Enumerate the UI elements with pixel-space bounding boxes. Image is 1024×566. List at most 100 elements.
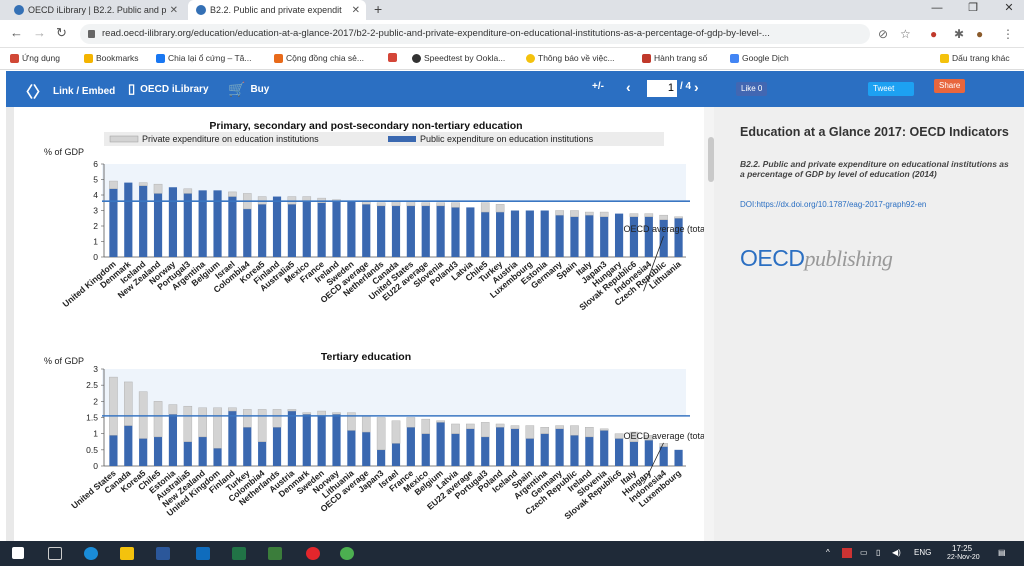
y-tick-label: 2 — [93, 221, 98, 231]
legend-swatch-public — [388, 136, 416, 142]
share-button[interactable]: Share — [934, 79, 966, 93]
next-page-icon[interactable]: › — [694, 79, 699, 95]
file-explorer-icon[interactable] — [120, 547, 134, 560]
bar-private — [406, 417, 416, 428]
link-embed-button[interactable]: 〈〉 Link / Embed — [18, 81, 115, 102]
tray-chevron-icon[interactable]: ^ — [826, 548, 830, 557]
extension-icon[interactable]: ● — [930, 27, 938, 41]
zoom-toggle[interactable]: +/- — [592, 81, 604, 92]
bar-public — [362, 432, 371, 466]
bookmark-item[interactable]: Bookmarks — [84, 53, 139, 63]
tray-app-icon[interactable] — [842, 548, 852, 558]
bar-public — [406, 427, 415, 466]
bookmark-item[interactable] — [388, 53, 397, 62]
bookmark-item[interactable]: Ứng dụng — [10, 53, 60, 63]
bookmark-item[interactable]: Cộng đồng chia sẻ... — [274, 53, 364, 63]
tray-volume-icon[interactable]: ◀) — [892, 548, 901, 557]
bookmark-label: Google Dịch — [742, 53, 789, 63]
mail-icon[interactable] — [196, 547, 210, 560]
input-language[interactable]: ENG — [914, 548, 932, 557]
bar-private — [198, 407, 207, 438]
edge-icon[interactable] — [84, 547, 98, 560]
browser-tab-oecd-ilibrary[interactable]: OECD iLibrary | B2.2. Public and p ✕ — [6, 0, 184, 20]
close-tab-icon[interactable]: ✕ — [351, 4, 360, 16]
clock-date[interactable]: 22-Nov-20 — [947, 554, 980, 561]
close-tab-icon[interactable]: ✕ — [169, 4, 178, 16]
minimize-button[interactable]: — — [931, 2, 943, 14]
chart-title: Tertiary education — [321, 351, 411, 363]
logo-main: OECD — [740, 245, 805, 271]
camera-off-icon[interactable]: ⊘ — [878, 27, 889, 41]
windows-taskbar: ^ ▭ ▯ ◀) ENG 17:25 22-Nov-20 ▤ — [0, 541, 1024, 566]
bar-public — [228, 411, 237, 466]
oecd-ilibrary-button[interactable]: ▯ OECD iLibrary — [128, 81, 209, 97]
bookmark-item[interactable]: Google Dịch — [730, 53, 789, 63]
new-tab-button[interactable]: + — [374, 1, 383, 17]
bookmark-item[interactable]: Hành trang số — [642, 53, 707, 63]
y-tick-label: 0.5 — [86, 445, 98, 455]
bar-public — [153, 436, 163, 466]
doi-link[interactable]: DOI:https://dx.doi.org/10.1787/eag-2017-… — [740, 200, 927, 209]
bar-public — [332, 201, 341, 257]
bar-private — [570, 210, 579, 217]
chart-pane: Primary, secondary and post-secondary no… — [14, 107, 724, 541]
bar-public — [659, 219, 668, 257]
url-input[interactable]: read.oecd-ilibrary.org/education/educati… — [80, 24, 870, 44]
bar-public — [168, 187, 178, 257]
store-icon[interactable] — [156, 547, 170, 560]
facebook-like-button[interactable]: Like 0 — [736, 82, 768, 96]
reload-icon[interactable]: ↻ — [56, 25, 67, 40]
bar-private — [109, 376, 118, 436]
windows-start-icon[interactable] — [12, 547, 24, 559]
legend-box — [104, 132, 664, 146]
prev-page-icon[interactable]: ‹ — [626, 79, 631, 95]
hanh-trang-icon — [642, 53, 651, 63]
bookmark-item[interactable]: Thông báo về việc... — [526, 53, 615, 63]
clock-time[interactable]: 17:25 — [952, 544, 973, 553]
scrollbar[interactable] — [704, 107, 714, 541]
bar-private — [659, 443, 668, 447]
menu-dots-icon[interactable]: ⋮ — [1002, 27, 1014, 41]
avatar[interactable]: ● — [976, 27, 984, 41]
y-tick-label: 1.5 — [86, 413, 98, 423]
opera-icon[interactable] — [306, 547, 320, 560]
back-arrow-icon[interactable]: ← — [10, 25, 23, 40]
bookmark-item[interactable]: Speedtest by Ookla... — [412, 53, 505, 63]
close-window-button[interactable]: ✕ — [1004, 2, 1014, 14]
bar-public — [347, 430, 356, 466]
bar-public — [510, 428, 520, 466]
chrome-icon[interactable] — [340, 547, 354, 560]
page-input[interactable]: 1 — [647, 80, 677, 97]
bookmark-other[interactable]: Dấu trang khác — [940, 53, 1010, 63]
tray-network-icon[interactable]: ▭ — [860, 548, 868, 557]
bar-public — [600, 430, 609, 466]
browser-tab-active[interactable]: B2.2. Public and private expendit ✕ — [188, 0, 366, 20]
bar-private — [138, 182, 148, 186]
annotation-leader — [643, 442, 664, 485]
star-icon[interactable]: ☆ — [900, 27, 911, 41]
bar-public — [228, 196, 237, 257]
app-icon[interactable] — [268, 547, 282, 560]
tweet-button[interactable]: Tweet — [868, 82, 914, 96]
y-tick-label: 3 — [93, 364, 98, 374]
forward-arrow-icon[interactable]: → — [33, 25, 46, 40]
bar-public — [496, 427, 505, 466]
bar-public — [555, 428, 564, 466]
bar-private — [614, 433, 624, 439]
notice-icon — [526, 53, 535, 63]
puzzle-icon[interactable]: ✱ — [954, 27, 965, 41]
scrollbar-thumb[interactable] — [708, 137, 714, 182]
excel-icon[interactable] — [232, 547, 246, 560]
buy-button[interactable]: 🛒 Buy — [228, 81, 269, 98]
task-view-icon[interactable] — [48, 547, 62, 560]
bar-public — [466, 428, 475, 466]
restore-button[interactable]: ❐ — [968, 2, 978, 14]
bookmark-item[interactable]: Chia lại ổ cứng – Tă... — [156, 53, 252, 63]
bar-private — [570, 425, 579, 436]
notification-icon[interactable]: ▤ — [998, 548, 1006, 557]
logo-sub: publishing — [804, 246, 893, 271]
bar-public — [659, 446, 668, 466]
tray-battery-icon[interactable]: ▯ — [876, 548, 881, 557]
y-tick-label: 3 — [93, 206, 98, 216]
code-brackets-icon: 〈〉 — [18, 84, 49, 101]
